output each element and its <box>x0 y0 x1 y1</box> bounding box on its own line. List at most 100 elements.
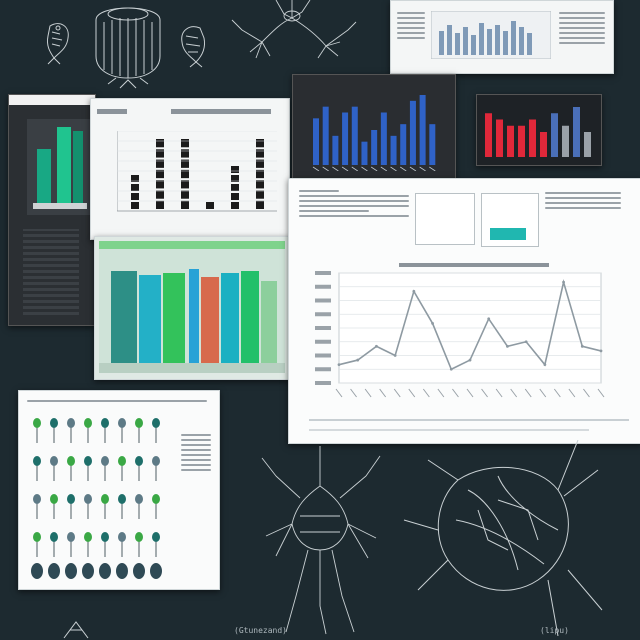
y-tick-label <box>315 284 331 289</box>
blue-bar <box>313 118 319 165</box>
y-tick-label <box>315 353 331 358</box>
black-bar-segment <box>206 202 214 209</box>
x-tick <box>351 166 358 171</box>
plant-root <box>150 563 162 579</box>
doc-thumbnail-2 <box>481 193 539 247</box>
doc-footer-lines <box>309 419 629 421</box>
plant-root <box>99 563 111 579</box>
x-tick-label <box>568 388 576 398</box>
plant-leaf <box>118 494 126 504</box>
black-bar-segment <box>181 139 189 148</box>
blue-bar <box>342 112 349 165</box>
plant-leaf <box>135 418 143 428</box>
black-bar-segment <box>256 169 264 179</box>
plant-leaf <box>118 532 126 542</box>
y-tick-label <box>315 339 331 344</box>
x-tick-label <box>481 388 488 398</box>
x-tick-label <box>350 388 357 398</box>
plant-root <box>31 563 43 579</box>
plant-root <box>48 563 60 579</box>
text-lines-right <box>559 9 605 47</box>
green-diagram-panel <box>18 390 220 590</box>
black-bar-segment <box>156 180 164 189</box>
dark-panel-header <box>9 95 95 105</box>
x-tick-label <box>422 388 430 398</box>
black-bar-segment <box>181 159 189 168</box>
blue-bar <box>400 124 407 165</box>
plant-root <box>133 563 145 579</box>
x-tick-label <box>364 388 372 398</box>
blue-bar <box>361 141 368 165</box>
red-bar <box>529 119 536 157</box>
black-bar-segment <box>231 184 239 191</box>
x-tick <box>322 166 329 171</box>
plant-leaf <box>67 532 75 542</box>
black-bar-segment <box>156 139 164 148</box>
y-tick-label <box>315 326 331 330</box>
doc-right-text <box>545 189 621 212</box>
plant-leaf <box>50 494 58 504</box>
black-bar-segment <box>156 159 164 168</box>
red-bar <box>496 119 503 157</box>
y-tick-label <box>315 298 331 303</box>
red-bar <box>551 113 558 157</box>
skull-sketch <box>95 7 161 89</box>
document-panel-top-right <box>390 0 614 74</box>
black-bar-segment <box>256 139 264 148</box>
heart-organ-sketch <box>403 440 603 636</box>
line-point <box>337 363 341 367</box>
plant-leaf <box>84 494 92 504</box>
red-bar <box>485 113 492 157</box>
plant-leaf <box>33 532 41 542</box>
plant-leaf <box>84 456 92 466</box>
red-bar <box>507 125 514 157</box>
bird-sketch-right <box>181 26 205 68</box>
plant-leaf <box>135 456 143 466</box>
caption-bottom: (Gtunezand) <box>234 626 287 635</box>
blue-bar <box>332 135 339 165</box>
blue-bar <box>390 135 397 165</box>
blue-bar <box>351 106 358 165</box>
plant-leaf <box>67 494 75 504</box>
y-tick-label <box>315 367 331 372</box>
plant-leaf <box>84 418 92 428</box>
small-sketch-bottom-left <box>63 621 89 639</box>
x-tick <box>400 166 407 171</box>
red-bar <box>584 132 591 157</box>
plant-leaf <box>50 456 58 466</box>
line-point <box>599 349 603 353</box>
black-bar-segment <box>181 149 189 158</box>
plant-root <box>116 563 128 579</box>
line-chart-document <box>288 178 640 444</box>
line-point <box>524 340 528 344</box>
plant-root <box>82 563 94 579</box>
blue-bar-panel <box>292 74 456 180</box>
black-bar-segment <box>131 184 139 191</box>
line-point <box>562 280 565 284</box>
x-tick-label <box>379 388 387 398</box>
x-tick <box>429 166 436 171</box>
black-bar-segment <box>256 200 264 209</box>
x-tick-label <box>452 388 459 398</box>
plant-root <box>65 563 77 579</box>
black-bar-segment <box>181 169 189 179</box>
black-bar-segment <box>131 175 139 182</box>
black-bar-segment <box>131 202 139 209</box>
plant-leaf <box>118 418 126 428</box>
line-chart <box>315 263 605 398</box>
blue-bar <box>380 112 387 165</box>
doc-thumbnail-1 <box>415 193 475 245</box>
x-tick <box>341 166 349 171</box>
plant-leaf <box>152 494 160 504</box>
black-bars-panel <box>90 98 290 240</box>
red-bar <box>540 132 547 157</box>
bird-sketch-left <box>47 23 69 65</box>
plant-leaf <box>67 456 75 466</box>
plant-leaf <box>33 418 41 428</box>
red-bar <box>518 125 525 157</box>
plant-leaf <box>33 456 41 466</box>
x-tick-label <box>437 388 445 398</box>
plant-leaf <box>50 532 58 542</box>
plant-grid-diagram <box>31 418 162 579</box>
chart-title-blur <box>399 263 549 267</box>
